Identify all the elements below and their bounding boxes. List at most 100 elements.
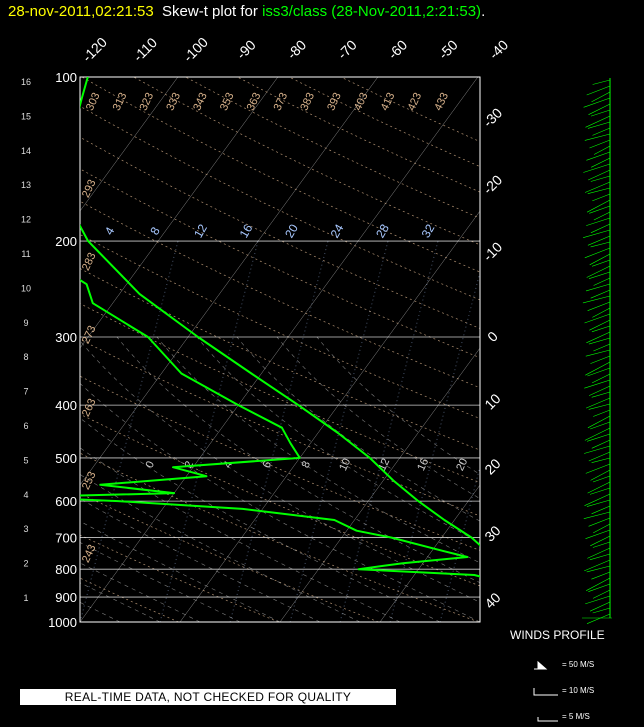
- pressure-tick-label: 700: [55, 531, 77, 546]
- pressure-tick-label: 800: [55, 562, 77, 577]
- wind-barb: [591, 391, 611, 398]
- mixing-ratio-line: [490, 241, 588, 622]
- mixing-ratio-line: [289, 240, 389, 622]
- wind-barb: [584, 181, 611, 193]
- mixing-ratio-label: 4: [102, 224, 118, 237]
- wind-barb: [587, 415, 611, 429]
- wet-adiabat-line: [80, 582, 161, 622]
- height-km-label: 13: [21, 180, 31, 190]
- top-temperature-label: -120: [79, 34, 110, 65]
- dry-adiabat-label: 243: [80, 543, 99, 565]
- wind-barb: [583, 163, 611, 173]
- dry-adiabat-line: [185, 77, 480, 219]
- wind-barb: [589, 253, 611, 266]
- wind-barb: [588, 583, 611, 592]
- wind-barb: [588, 403, 611, 410]
- isotherm-line: [179, 210, 480, 622]
- wet-adiabat-line: [236, 336, 480, 522]
- mixing-ratio-line: [389, 271, 480, 622]
- isotherm-line: [279, 347, 480, 622]
- legend-10ms: = 10 M/S: [532, 686, 594, 696]
- wind-barb: [590, 109, 611, 117]
- wind-barb: [592, 541, 611, 548]
- wet-adiabat-line: [80, 542, 241, 622]
- wind-barb: [592, 259, 611, 267]
- wind-barb: [588, 517, 611, 527]
- wind-barb: [593, 409, 611, 417]
- wind-barb: [591, 373, 611, 384]
- top-temperature-label: -70: [334, 37, 360, 63]
- dry-adiabat-label: 383: [298, 91, 317, 113]
- dry-adiabat-label: 303: [84, 91, 103, 113]
- dry-adiabat-line: [80, 338, 480, 517]
- wet-adiabat-line: [316, 336, 480, 475]
- isotherm-line: [479, 621, 480, 622]
- wind-barb: [585, 115, 611, 128]
- wind-barb: [583, 511, 611, 519]
- dry-adiabat-line: [80, 413, 480, 587]
- wind-barb: [593, 523, 611, 534]
- wind-barb: [590, 223, 611, 234]
- wind-barb: [590, 421, 611, 430]
- wind-barb: [585, 529, 611, 539]
- quality-note: REAL-TIME DATA, NOT CHECKED FOR QUALITY: [20, 689, 396, 705]
- pressure-tick-label: 600: [55, 494, 77, 509]
- wet-adiabat-label: 6: [261, 459, 274, 470]
- dry-adiabat-label: 343: [191, 91, 210, 113]
- wind-barb: [586, 565, 611, 573]
- wind-barb: [592, 307, 611, 318]
- wind-barb: [584, 445, 611, 454]
- dry-adiabat-label: 313: [111, 91, 130, 113]
- height-km-label: 10: [21, 283, 31, 293]
- mixing-ratio-label: 12: [191, 221, 210, 240]
- height-km-label: 7: [23, 387, 28, 397]
- dry-adiabat-line: [80, 234, 480, 419]
- wet-adiabat-line: [80, 340, 480, 603]
- wind-barb: [589, 139, 611, 149]
- wet-adiabat-line: [80, 602, 121, 622]
- wind-barb: [588, 103, 611, 115]
- top-temperature-label: -60: [385, 37, 411, 63]
- wind-barb: [589, 601, 611, 612]
- mixing-ratio-line: [229, 240, 329, 622]
- mixing-ratio-label: 32: [419, 221, 438, 240]
- legend-5ms: = 5 M/S: [532, 712, 590, 722]
- wind-barb: [587, 301, 611, 311]
- wet-adiabat-line: [196, 336, 480, 543]
- wind-barb: [593, 145, 611, 155]
- wet-adiabat-line: [80, 474, 361, 622]
- wet-adiabat-label: 10: [337, 457, 353, 473]
- wet-adiabat-line: [116, 336, 480, 584]
- right-temperature-label: -30: [480, 105, 506, 131]
- pressure-tick-label: 500: [55, 451, 77, 466]
- wind-barb: [591, 439, 611, 449]
- pressure-tick-label: 400: [55, 398, 77, 413]
- wind-barb: [586, 85, 611, 96]
- pressure-tick-label: 200: [55, 234, 77, 249]
- wet-adiabat-label: 4: [222, 459, 235, 470]
- wet-adiabat-line: [156, 336, 480, 564]
- dry-adiabat-label: 333: [164, 91, 183, 113]
- wind-barb: [592, 127, 611, 136]
- wind-barb: [584, 379, 611, 389]
- wind-barb: [586, 151, 611, 161]
- wind-barb: [585, 397, 611, 409]
- wet-adiabat-line: [80, 621, 81, 622]
- title-station: iss3/class (28-Nov-2011,2:21:53): [262, 3, 482, 20]
- wind-barb: [587, 547, 611, 559]
- wet-adiabat-label: 16: [415, 457, 431, 473]
- height-km-label: 4: [23, 490, 28, 500]
- wet-adiabat-label: 20: [454, 457, 470, 473]
- dry-adiabat-label: 293: [80, 178, 99, 200]
- wet-adiabat-line: [80, 382, 480, 622]
- wet-adiabat-line: [80, 417, 441, 622]
- right-temperature-label: 0: [484, 328, 501, 345]
- title-period: .: [481, 3, 486, 20]
- dry-adiabat-label: 423: [406, 91, 425, 113]
- wind-barb: [589, 553, 611, 561]
- wind-barb: [591, 91, 611, 103]
- wind-barb: [590, 289, 611, 299]
- top-temperature-label: -90: [233, 37, 259, 63]
- dry-adiabat-line: [80, 534, 279, 622]
- wind-barb: [589, 487, 611, 495]
